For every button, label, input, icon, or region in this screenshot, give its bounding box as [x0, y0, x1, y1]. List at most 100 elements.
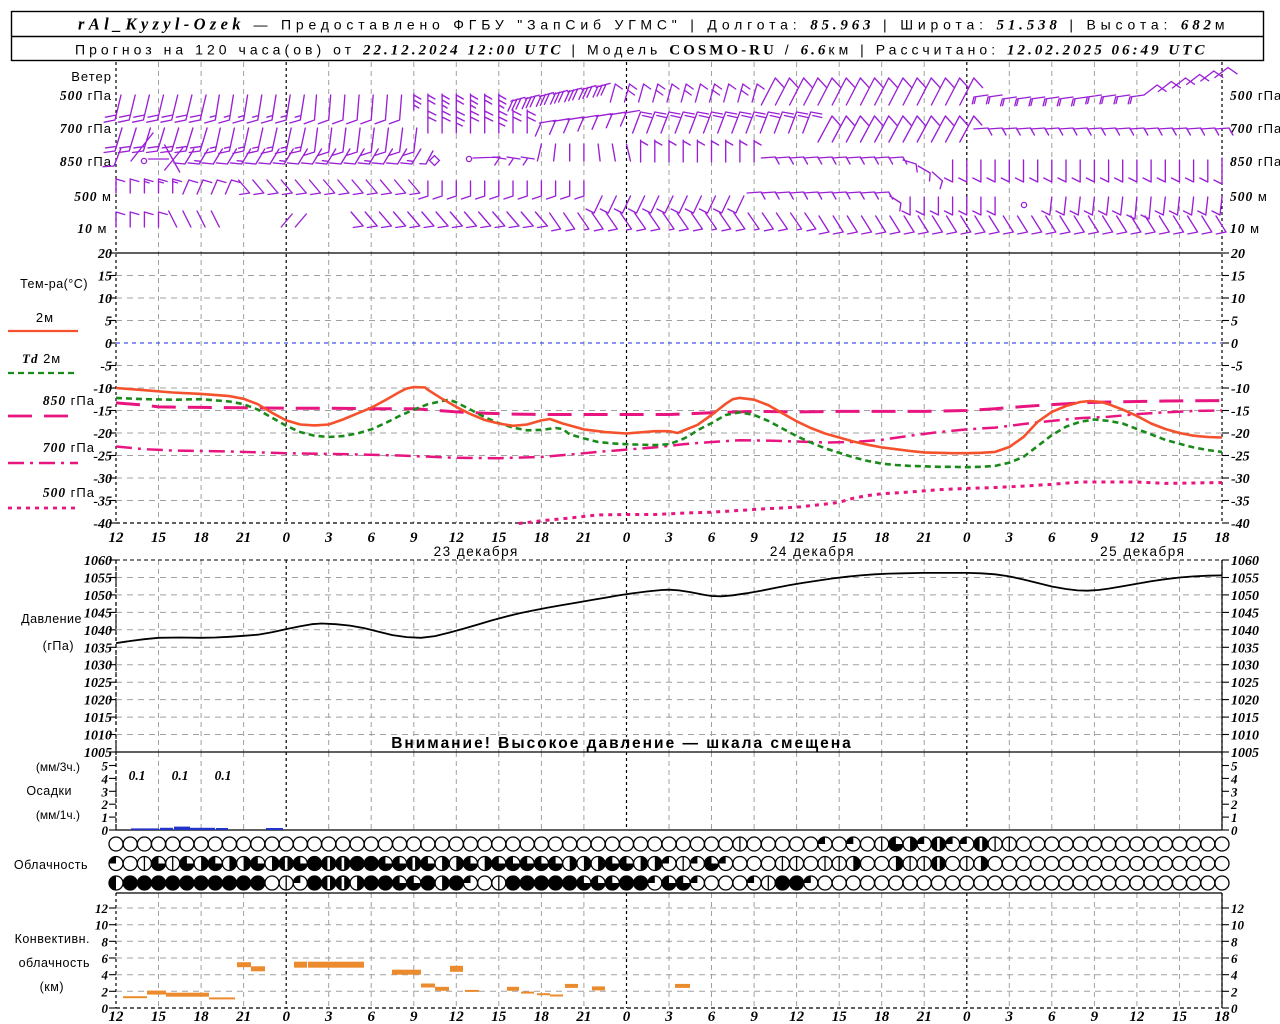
svg-text:1005: 1005 — [1231, 746, 1259, 761]
svg-text:1030: 1030 — [1231, 659, 1259, 674]
svg-text:4: 4 — [1230, 968, 1238, 983]
svg-text:1045: 1045 — [1231, 606, 1259, 621]
svg-text:21: 21 — [916, 530, 932, 546]
svg-text:700 гПа: 700 гПа — [60, 121, 112, 136]
svg-text:0: 0 — [282, 1009, 290, 1024]
svg-text:700 гПа: 700 гПа — [43, 440, 95, 455]
svg-text:0: 0 — [623, 530, 631, 546]
svg-text:Ветер: Ветер — [71, 69, 112, 84]
svg-text:1020: 1020 — [1231, 694, 1259, 709]
svg-text:12: 12 — [1231, 901, 1245, 916]
svg-text:18: 18 — [874, 1009, 890, 1024]
svg-text:Прогноз на 120 часа(ов) от 22.: Прогноз на 120 часа(ов) от 22.12.2024 12… — [75, 42, 1205, 59]
svg-text:-35: -35 — [1231, 495, 1250, 510]
svg-text:Td 2м: Td 2м — [22, 351, 61, 366]
svg-text:3: 3 — [1230, 784, 1238, 799]
svg-text:6: 6 — [1048, 1009, 1056, 1024]
svg-text:9: 9 — [410, 1009, 418, 1024]
svg-text:-30: -30 — [93, 472, 112, 487]
svg-text:18: 18 — [874, 530, 890, 546]
svg-text:6: 6 — [367, 1009, 375, 1024]
svg-text:4: 4 — [101, 771, 109, 786]
svg-text:1055: 1055 — [1231, 572, 1259, 587]
svg-text:23 декабря: 23 декабря — [434, 544, 519, 559]
svg-text:(мм/1ч.): (мм/1ч.) — [36, 808, 80, 822]
svg-text:-10: -10 — [1231, 382, 1250, 397]
svg-text:18: 18 — [194, 1009, 210, 1024]
svg-text:15: 15 — [1231, 270, 1245, 285]
svg-text:0: 0 — [102, 823, 109, 838]
svg-text:-25: -25 — [93, 450, 112, 465]
svg-text:-5: -5 — [100, 360, 112, 375]
svg-text:1055: 1055 — [84, 572, 112, 587]
svg-text:9: 9 — [1091, 530, 1099, 546]
svg-text:850 гПа: 850 гПа — [1230, 154, 1280, 169]
svg-text:500 гПа: 500 гПа — [43, 485, 95, 500]
svg-text:0: 0 — [1231, 337, 1238, 352]
svg-text:500 м: 500 м — [74, 189, 112, 204]
svg-text:6: 6 — [708, 1009, 716, 1024]
svg-text:3: 3 — [324, 530, 333, 546]
svg-text:0: 0 — [282, 530, 290, 546]
svg-text:1020: 1020 — [84, 694, 112, 709]
svg-text:9: 9 — [750, 530, 758, 546]
svg-text:0: 0 — [105, 337, 112, 352]
svg-text:5: 5 — [102, 759, 109, 774]
svg-text:-25: -25 — [1231, 450, 1250, 465]
svg-text:15: 15 — [151, 1009, 167, 1024]
svg-text:0: 0 — [1231, 1001, 1238, 1016]
svg-text:500 гПа: 500 гПа — [60, 88, 112, 103]
svg-text:-40: -40 — [93, 517, 112, 532]
svg-text:1060: 1060 — [84, 554, 112, 569]
svg-text:-15: -15 — [93, 405, 112, 420]
svg-text:15: 15 — [1172, 1009, 1188, 1024]
svg-text:1025: 1025 — [1231, 676, 1259, 691]
svg-text:0: 0 — [1231, 823, 1238, 838]
svg-text:(мм/3ч.): (мм/3ч.) — [36, 760, 80, 774]
svg-text:9: 9 — [1091, 1009, 1099, 1024]
svg-text:12: 12 — [449, 1009, 465, 1024]
svg-text:0.1: 0.1 — [172, 768, 189, 783]
svg-text:-20: -20 — [93, 427, 112, 442]
svg-text:20: 20 — [1230, 247, 1245, 262]
svg-text:21: 21 — [235, 530, 251, 546]
svg-text:24 декабря: 24 декабря — [770, 544, 855, 559]
svg-text:18: 18 — [1215, 530, 1231, 546]
svg-text:Внимание! Высокое давление —: Внимание! Высокое давление — шкала смеще… — [391, 735, 853, 752]
svg-text:15: 15 — [151, 530, 167, 546]
svg-text:Тем-ра(°C): Тем-ра(°C) — [20, 277, 88, 291]
svg-text:1025: 1025 — [84, 676, 112, 691]
svg-text:1060: 1060 — [1231, 554, 1259, 569]
svg-text:1005: 1005 — [84, 746, 112, 761]
svg-text:0: 0 — [963, 530, 971, 546]
svg-text:8: 8 — [1231, 934, 1238, 949]
svg-text:3: 3 — [1005, 530, 1014, 546]
svg-text:12: 12 — [95, 901, 109, 916]
svg-text:9: 9 — [750, 1009, 758, 1024]
svg-text:15: 15 — [98, 270, 112, 285]
svg-text:Осадки: Осадки — [26, 784, 72, 798]
svg-text:25 декабря: 25 декабря — [1100, 544, 1185, 559]
svg-text:1: 1 — [1231, 810, 1238, 825]
svg-text:Давление: Давление — [21, 612, 82, 626]
svg-text:10: 10 — [1231, 918, 1245, 933]
svg-text:-15: -15 — [1231, 405, 1250, 420]
svg-text:10: 10 — [1231, 292, 1245, 307]
svg-text:5: 5 — [1231, 315, 1238, 330]
svg-text:12: 12 — [449, 530, 465, 546]
svg-text:8: 8 — [102, 934, 109, 949]
svg-text:21: 21 — [575, 530, 591, 546]
svg-text:12: 12 — [789, 530, 805, 546]
svg-text:12: 12 — [109, 1009, 125, 1024]
svg-text:15: 15 — [491, 530, 507, 546]
svg-text:(гПа): (гПа) — [43, 639, 74, 653]
svg-text:15: 15 — [491, 1009, 507, 1024]
svg-text:20: 20 — [97, 247, 112, 262]
svg-text:1015: 1015 — [1231, 711, 1259, 726]
svg-text:2м: 2м — [36, 310, 54, 325]
svg-text:3: 3 — [1005, 1009, 1014, 1024]
svg-text:облачность: облачность — [19, 956, 90, 970]
svg-text:15: 15 — [1172, 530, 1188, 546]
svg-text:18: 18 — [534, 530, 550, 546]
svg-text:10: 10 — [95, 918, 109, 933]
